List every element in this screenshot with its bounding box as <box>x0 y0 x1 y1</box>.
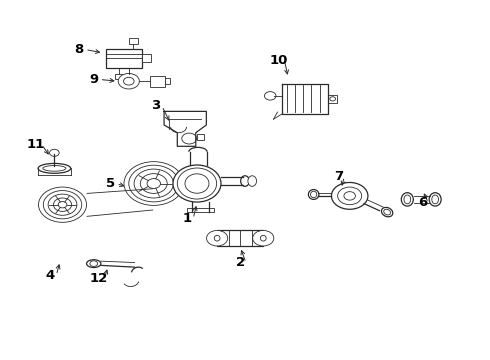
Ellipse shape <box>185 174 209 193</box>
Text: 7: 7 <box>334 170 343 183</box>
Ellipse shape <box>311 191 317 198</box>
FancyBboxPatch shape <box>126 75 133 79</box>
FancyBboxPatch shape <box>187 208 214 212</box>
Text: 2: 2 <box>236 256 245 269</box>
FancyBboxPatch shape <box>328 95 338 103</box>
Circle shape <box>134 169 173 198</box>
Circle shape <box>182 133 196 144</box>
Circle shape <box>39 187 87 222</box>
Text: 10: 10 <box>270 54 288 67</box>
Text: 1: 1 <box>183 212 192 225</box>
Circle shape <box>43 190 82 219</box>
Circle shape <box>265 92 276 100</box>
FancyBboxPatch shape <box>142 54 151 62</box>
Circle shape <box>53 198 72 211</box>
Circle shape <box>129 165 179 202</box>
Text: 6: 6 <box>418 197 427 210</box>
Circle shape <box>147 179 161 189</box>
Circle shape <box>58 202 67 208</box>
Ellipse shape <box>260 235 266 241</box>
Circle shape <box>49 149 59 156</box>
Text: 11: 11 <box>27 138 45 151</box>
Text: 4: 4 <box>46 269 55 282</box>
Ellipse shape <box>384 209 391 215</box>
Text: 3: 3 <box>151 99 161 112</box>
Circle shape <box>118 73 139 89</box>
Ellipse shape <box>248 176 257 186</box>
Circle shape <box>48 194 77 215</box>
FancyBboxPatch shape <box>106 49 142 68</box>
Circle shape <box>124 162 184 206</box>
Ellipse shape <box>401 193 413 206</box>
Circle shape <box>90 261 98 266</box>
Ellipse shape <box>241 176 249 186</box>
Ellipse shape <box>429 193 441 206</box>
Ellipse shape <box>308 189 319 199</box>
Ellipse shape <box>87 260 101 267</box>
Ellipse shape <box>177 168 217 199</box>
Circle shape <box>253 230 274 246</box>
Circle shape <box>123 77 134 85</box>
Ellipse shape <box>173 165 221 202</box>
FancyBboxPatch shape <box>150 76 165 87</box>
Circle shape <box>330 97 336 101</box>
Text: 12: 12 <box>89 272 108 285</box>
Text: 5: 5 <box>106 177 115 190</box>
Ellipse shape <box>214 235 220 241</box>
Circle shape <box>207 230 228 246</box>
Ellipse shape <box>432 195 439 204</box>
FancyBboxPatch shape <box>165 78 170 84</box>
FancyBboxPatch shape <box>197 134 204 140</box>
Circle shape <box>344 192 355 200</box>
Ellipse shape <box>38 163 71 173</box>
Text: 8: 8 <box>74 43 84 56</box>
FancyBboxPatch shape <box>128 38 138 44</box>
FancyBboxPatch shape <box>217 230 263 246</box>
FancyBboxPatch shape <box>115 75 122 79</box>
Ellipse shape <box>381 207 393 217</box>
Circle shape <box>140 174 167 193</box>
Text: 9: 9 <box>89 73 98 86</box>
Ellipse shape <box>43 166 66 171</box>
Ellipse shape <box>404 195 411 204</box>
Circle shape <box>331 183 368 209</box>
Circle shape <box>338 187 362 205</box>
